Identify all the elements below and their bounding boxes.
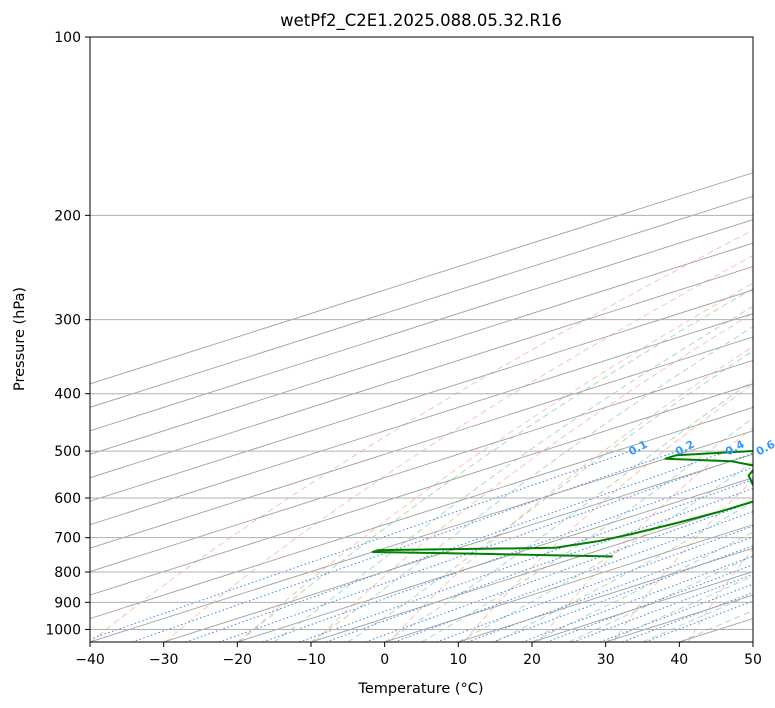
mixing-ratio-line xyxy=(131,450,678,642)
isotherm-line xyxy=(90,195,753,408)
dry-adiabat-line xyxy=(164,254,753,642)
chart-title: wetPf2_C2E1.2025.088.05.32.R16 xyxy=(280,11,562,31)
y-tick-label: 1000 xyxy=(45,622,81,638)
y-tick-label: 200 xyxy=(54,208,81,224)
dry-adiabat-line xyxy=(239,282,753,642)
isotherm-line xyxy=(90,336,753,549)
x-tick-label: 0 xyxy=(380,652,389,668)
x-tick-label: 30 xyxy=(597,652,615,668)
moist-adiabat-line xyxy=(384,380,753,642)
isotherm-line xyxy=(90,219,753,432)
isotherm-line xyxy=(90,266,753,479)
dry-adiabat-line xyxy=(389,345,753,642)
isotherm-line xyxy=(163,453,753,642)
dry-adiabat-line xyxy=(538,426,753,642)
y-tick-label: 900 xyxy=(54,595,81,611)
y-tick-label: 600 xyxy=(54,491,81,507)
y-tick-label: 400 xyxy=(54,387,81,403)
moist-adiabat-line xyxy=(237,288,753,642)
isotherm-line xyxy=(90,359,753,573)
grid xyxy=(90,37,753,642)
isotherm-line xyxy=(90,172,753,385)
mixing-ratio-line xyxy=(325,488,753,642)
x-tick-label: −40 xyxy=(75,652,105,668)
dewpoint-profile-line xyxy=(371,449,753,558)
moist-adiabat-line xyxy=(458,461,753,642)
isotherm-line xyxy=(90,383,753,596)
isotherm-line xyxy=(310,500,753,642)
mixing-ratio-line xyxy=(521,555,753,642)
x-tick-label: 40 xyxy=(670,652,688,668)
x-tick-label: 20 xyxy=(523,652,541,668)
mixing-ratio-line xyxy=(90,450,631,640)
isotherm-line xyxy=(90,406,753,620)
y-tick-label: 500 xyxy=(54,444,81,460)
y-tick-label: 100 xyxy=(54,30,81,46)
y-tick-label: 300 xyxy=(54,313,81,329)
x-tick-label: 50 xyxy=(744,652,762,668)
x-tick-label: −30 xyxy=(149,652,179,668)
moist-adiabat-line xyxy=(310,326,753,642)
y-axis-label: Pressure (hPa) xyxy=(12,287,28,391)
isotherm-line xyxy=(90,242,753,455)
x-tick-label: −10 xyxy=(296,652,326,668)
mixing-ratio-line xyxy=(365,501,753,642)
dry-adiabat-line xyxy=(90,229,753,642)
plot-frame xyxy=(89,36,754,643)
profiles xyxy=(371,449,753,558)
mixing-ratio-line xyxy=(436,525,753,642)
moist-adiabat-line xyxy=(605,575,753,642)
isotherm-line xyxy=(90,313,753,526)
moist-adiabat-line xyxy=(273,305,753,642)
isotherm-line xyxy=(90,430,753,642)
x-tick-label: −20 xyxy=(223,652,253,668)
x-axis-label: Temperature (°C) xyxy=(357,681,483,697)
isotherm-line xyxy=(90,289,753,502)
y-axis: 100 200 300 400 500 600 700 800 900 1000 xyxy=(45,30,90,638)
x-axis: −40 −30 −20 −10 0 10 20 30 40 50 xyxy=(75,642,762,668)
y-tick-label: 700 xyxy=(54,531,81,547)
isotherm-line xyxy=(384,524,753,642)
y-tick-label: 800 xyxy=(54,565,81,581)
x-tick-label: 10 xyxy=(449,652,467,668)
isotherm-line xyxy=(237,477,753,642)
